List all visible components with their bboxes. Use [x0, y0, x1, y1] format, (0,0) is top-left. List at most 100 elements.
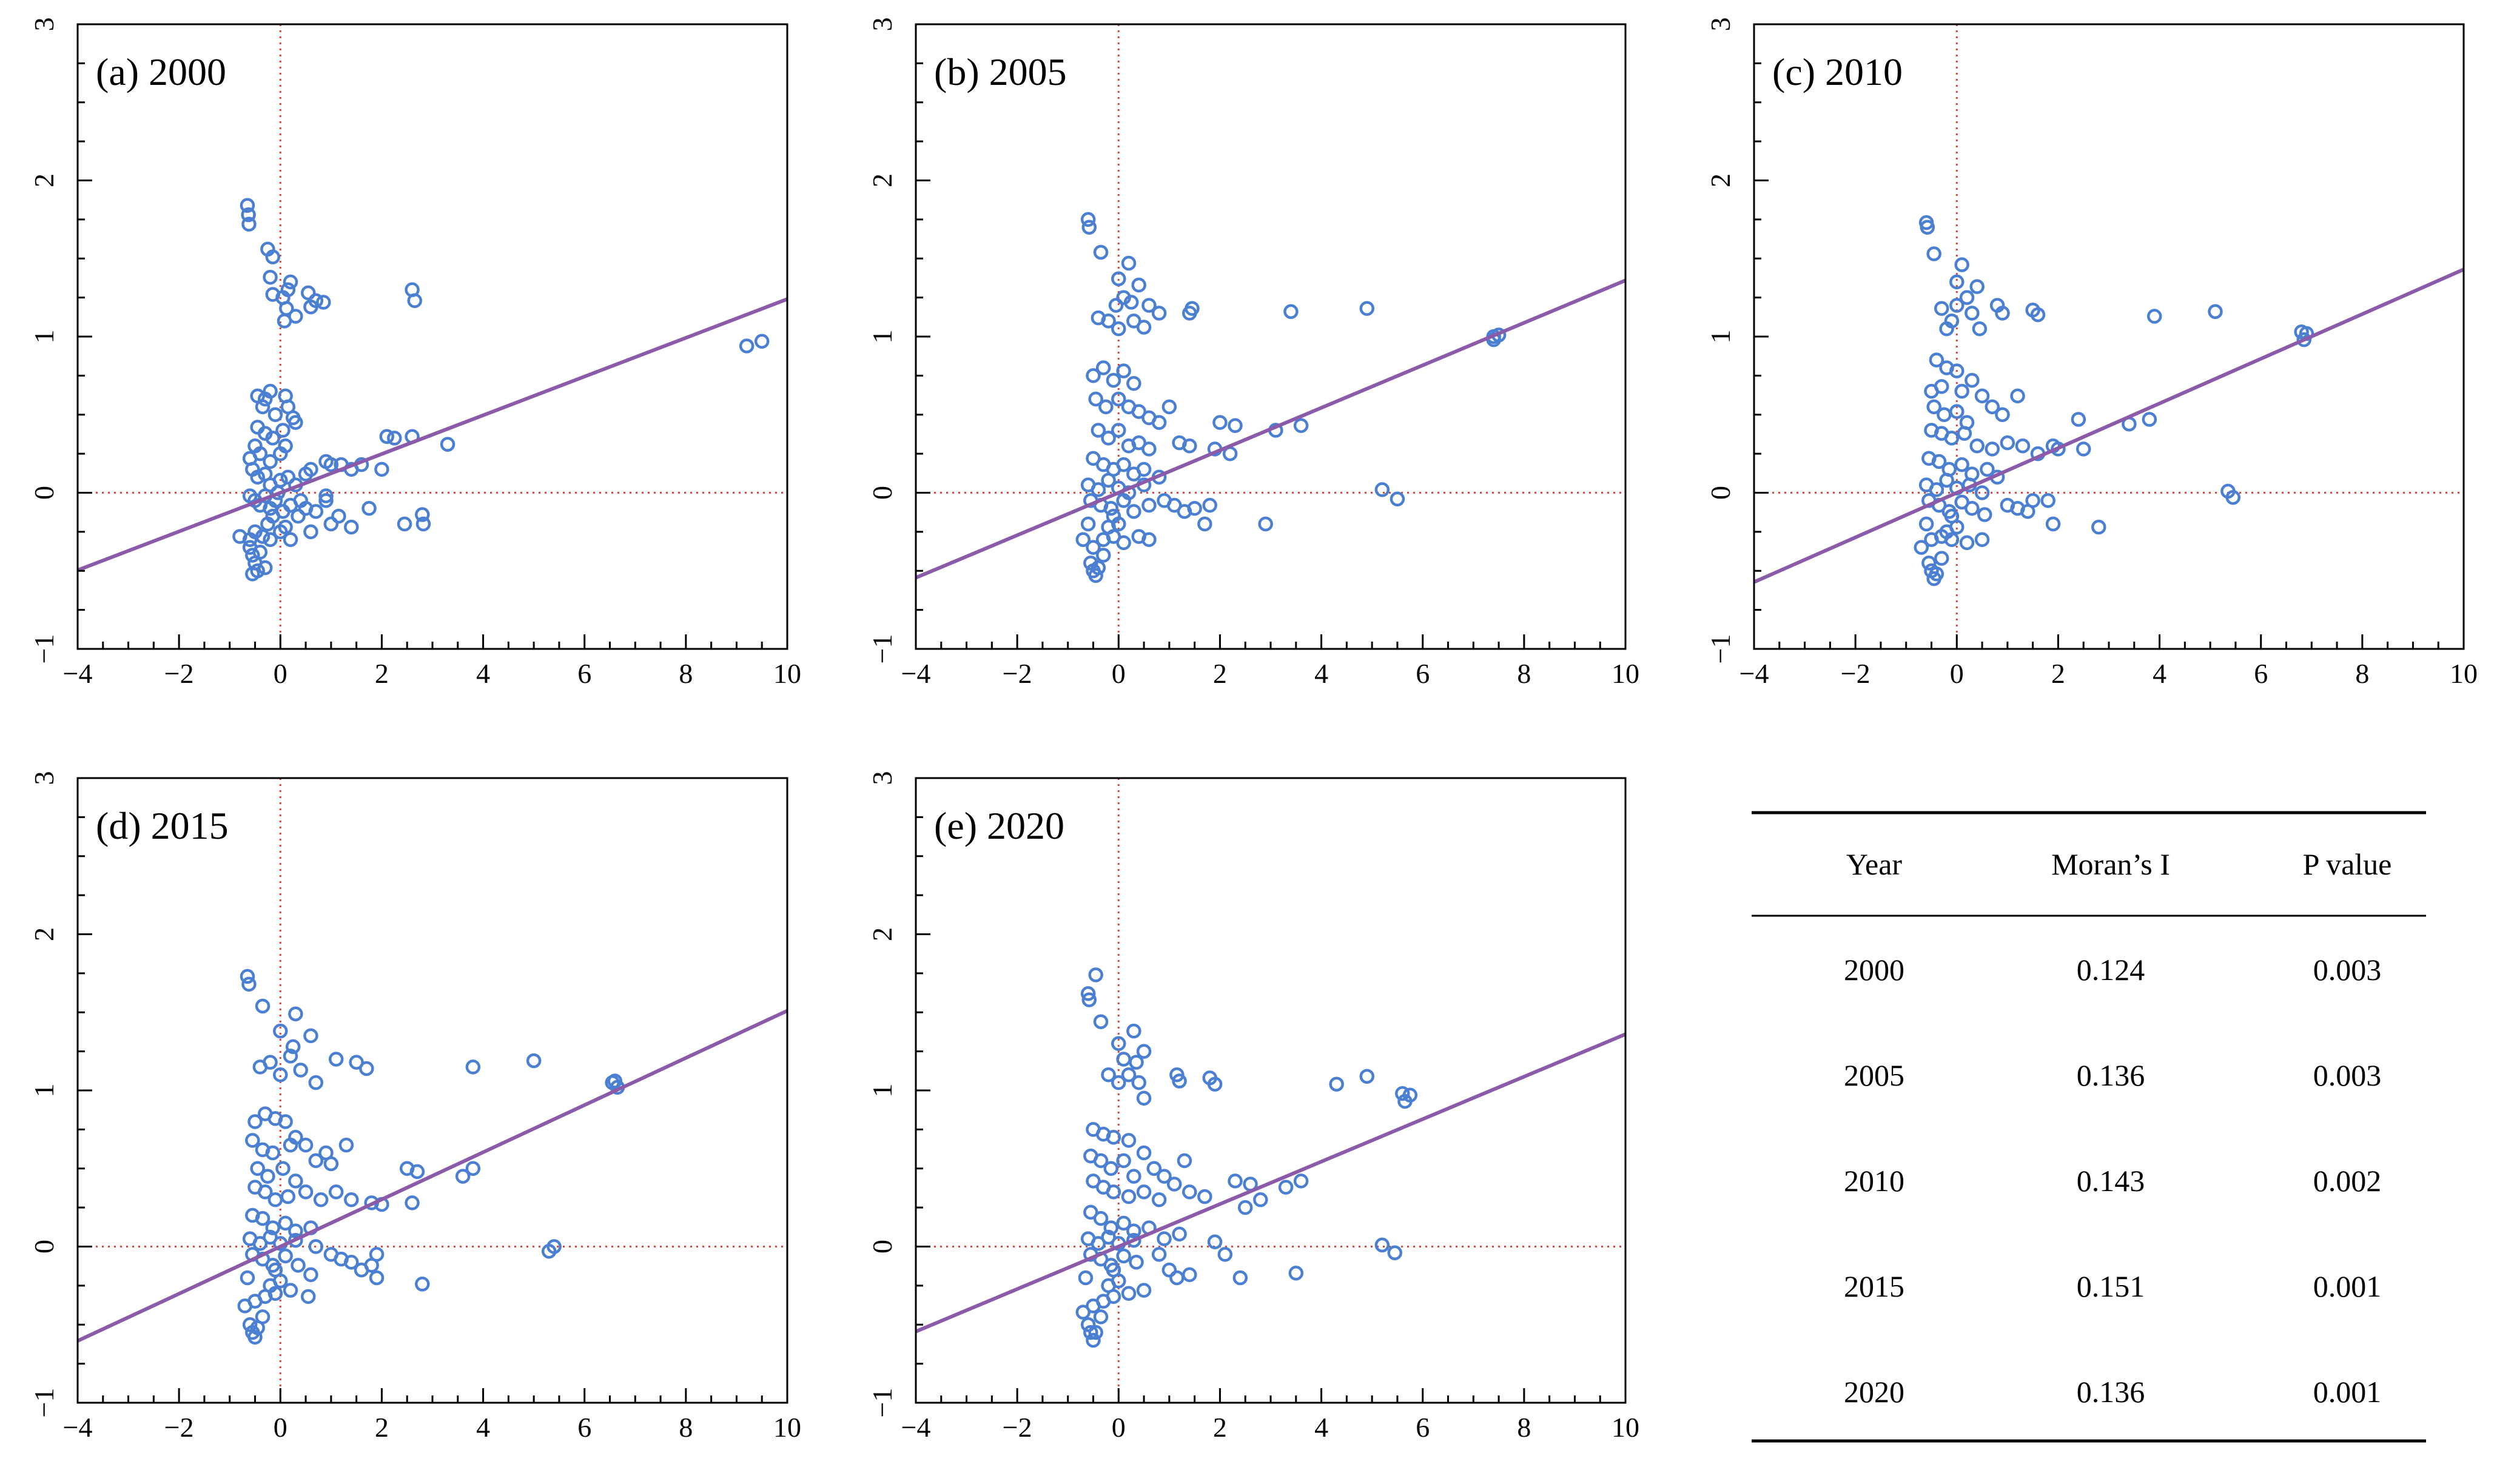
- data-point: [1237, 1200, 1253, 1215]
- data-point: [323, 516, 339, 532]
- y-tick-label: 1: [867, 330, 898, 344]
- data-point: [1086, 1332, 1101, 1348]
- data-point: [303, 462, 318, 477]
- data-point: [1169, 1270, 1185, 1286]
- y-tick-label: 1: [867, 1084, 898, 1098]
- x-tick-label: 2: [1213, 658, 1227, 689]
- data-point: [1101, 472, 1116, 488]
- panel-title: (e) 2020: [934, 804, 1064, 847]
- data-point: [1166, 497, 1182, 513]
- data-point: [1093, 1210, 1109, 1226]
- data-point: [1157, 1169, 1172, 1184]
- x-tick-label: −2: [1841, 658, 1870, 689]
- data-point: [278, 438, 293, 454]
- data-point: [1093, 244, 1109, 260]
- data-point: [308, 504, 324, 519]
- x-tick-label: 8: [2355, 658, 2369, 689]
- data-point: [313, 1192, 329, 1207]
- data-point: [241, 217, 257, 232]
- data-point: [1123, 295, 1139, 310]
- data-point: [323, 457, 339, 472]
- x-tick-label: 6: [2254, 658, 2268, 689]
- data-point: [1161, 1262, 1177, 1278]
- data-point: [241, 207, 256, 223]
- data-point: [1965, 501, 1980, 516]
- x-tick-label: 4: [476, 1412, 490, 1443]
- regression-line: [76, 297, 788, 572]
- y-tick-label: 3: [29, 18, 59, 32]
- data-point: [1131, 1075, 1146, 1090]
- data-point: [1078, 1270, 1094, 1286]
- data-point: [265, 249, 280, 264]
- data-point: [278, 519, 293, 535]
- axes-frame: [915, 777, 1627, 1404]
- data-point: [273, 1067, 288, 1083]
- data-point: [2015, 438, 2031, 454]
- data-point: [1288, 1266, 1304, 1281]
- panel-title: (c) 2010: [1772, 50, 1903, 93]
- data-point: [278, 1248, 293, 1264]
- data-point: [1106, 1130, 1121, 1145]
- data-point: [2030, 307, 2046, 323]
- table-cell-morans-i: 0.136: [2077, 1375, 2145, 1409]
- data-point: [1949, 274, 1965, 290]
- data-point: [255, 998, 271, 1014]
- data-point: [1111, 1075, 1126, 1090]
- data-point: [415, 507, 430, 522]
- data-point: [2091, 519, 2106, 535]
- x-tick-label: 4: [1314, 658, 1328, 689]
- data-point: [1095, 360, 1111, 375]
- data-point: [1075, 532, 1091, 547]
- data-point: [2025, 493, 2040, 508]
- data-point: [1093, 1309, 1109, 1325]
- data-point: [245, 566, 260, 582]
- data-point: [607, 1073, 623, 1089]
- x-tick-label: 2: [375, 1412, 389, 1443]
- data-point: [1926, 246, 1941, 261]
- data-point: [1278, 1180, 1294, 1195]
- data-point: [1985, 442, 2000, 457]
- data-point: [283, 1137, 298, 1153]
- data-point: [1086, 1173, 1101, 1189]
- data-point: [1151, 1192, 1167, 1207]
- y-tick-label: 2: [867, 173, 898, 187]
- data-point: [303, 1267, 318, 1283]
- data-point: [257, 560, 273, 576]
- data-point: [303, 524, 318, 540]
- data-point: [1217, 1247, 1233, 1262]
- data-point: [303, 299, 318, 315]
- data-point: [265, 1145, 280, 1161]
- x-tick-label: 4: [2153, 658, 2166, 689]
- data-point: [247, 1329, 263, 1345]
- x-tick-label: 0: [274, 1412, 287, 1443]
- data-point: [1980, 462, 1995, 477]
- data-point: [1146, 1161, 1162, 1176]
- data-point: [280, 469, 296, 485]
- data-point: [1177, 1153, 1192, 1169]
- data-point: [1985, 399, 2000, 415]
- data-point: [1949, 404, 1965, 419]
- y-tick-label: 3: [867, 18, 898, 32]
- data-point: [1101, 314, 1116, 329]
- table-cell-p-value: 0.003: [2313, 1058, 2382, 1092]
- data-point: [250, 469, 265, 485]
- data-point: [1390, 491, 1405, 507]
- data-point: [465, 1059, 481, 1075]
- y-tick-label: −1: [29, 1388, 59, 1418]
- data-point: [255, 1309, 271, 1325]
- data-point: [415, 1277, 430, 1292]
- data-point: [285, 1039, 301, 1055]
- x-tick-label: 6: [577, 1412, 591, 1443]
- data-point: [1136, 320, 1152, 335]
- data-point: [245, 548, 260, 563]
- table-cell-p-value: 0.001: [2313, 1269, 2382, 1303]
- data-point: [344, 1255, 359, 1270]
- data-point: [1126, 1232, 1141, 1248]
- data-point: [2071, 412, 2086, 427]
- table-header-p-value: P value: [2303, 847, 2392, 881]
- data-point: [1088, 391, 1103, 407]
- data-point: [397, 516, 412, 532]
- data-point: [1944, 431, 1960, 446]
- x-tick-label: 8: [679, 658, 693, 689]
- data-point: [1080, 516, 1096, 532]
